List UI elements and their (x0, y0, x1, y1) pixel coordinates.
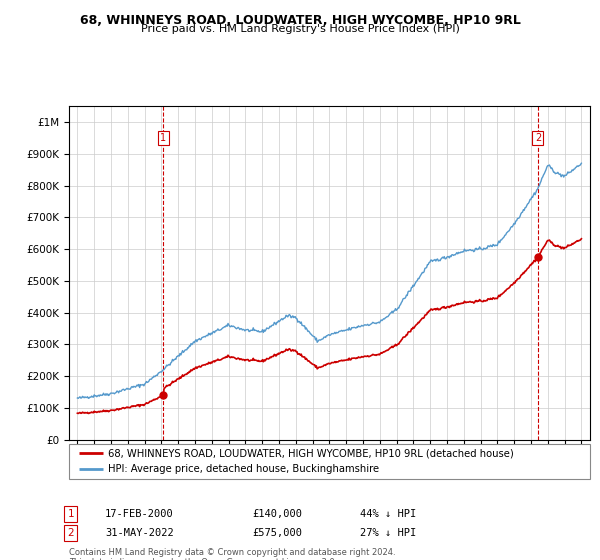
Text: £575,000: £575,000 (252, 528, 302, 538)
Text: 68, WHINNEYS ROAD, LOUDWATER, HIGH WYCOMBE, HP10 9RL: 68, WHINNEYS ROAD, LOUDWATER, HIGH WYCOM… (80, 14, 520, 27)
Text: 44% ↓ HPI: 44% ↓ HPI (360, 509, 416, 519)
Text: 2: 2 (67, 528, 74, 538)
Text: 31-MAY-2022: 31-MAY-2022 (105, 528, 174, 538)
Text: 27% ↓ HPI: 27% ↓ HPI (360, 528, 416, 538)
Text: Contains HM Land Registry data © Crown copyright and database right 2024.
This d: Contains HM Land Registry data © Crown c… (69, 548, 395, 560)
Text: 2: 2 (535, 133, 541, 143)
FancyBboxPatch shape (69, 444, 590, 479)
Text: Price paid vs. HM Land Registry's House Price Index (HPI): Price paid vs. HM Land Registry's House … (140, 24, 460, 34)
Text: 17-FEB-2000: 17-FEB-2000 (105, 509, 174, 519)
Text: 1: 1 (67, 509, 74, 519)
Text: HPI: Average price, detached house, Buckinghamshire: HPI: Average price, detached house, Buck… (108, 464, 379, 474)
Text: £140,000: £140,000 (252, 509, 302, 519)
Text: 68, WHINNEYS ROAD, LOUDWATER, HIGH WYCOMBE, HP10 9RL (detached house): 68, WHINNEYS ROAD, LOUDWATER, HIGH WYCOM… (108, 449, 514, 459)
Text: 1: 1 (160, 133, 166, 143)
